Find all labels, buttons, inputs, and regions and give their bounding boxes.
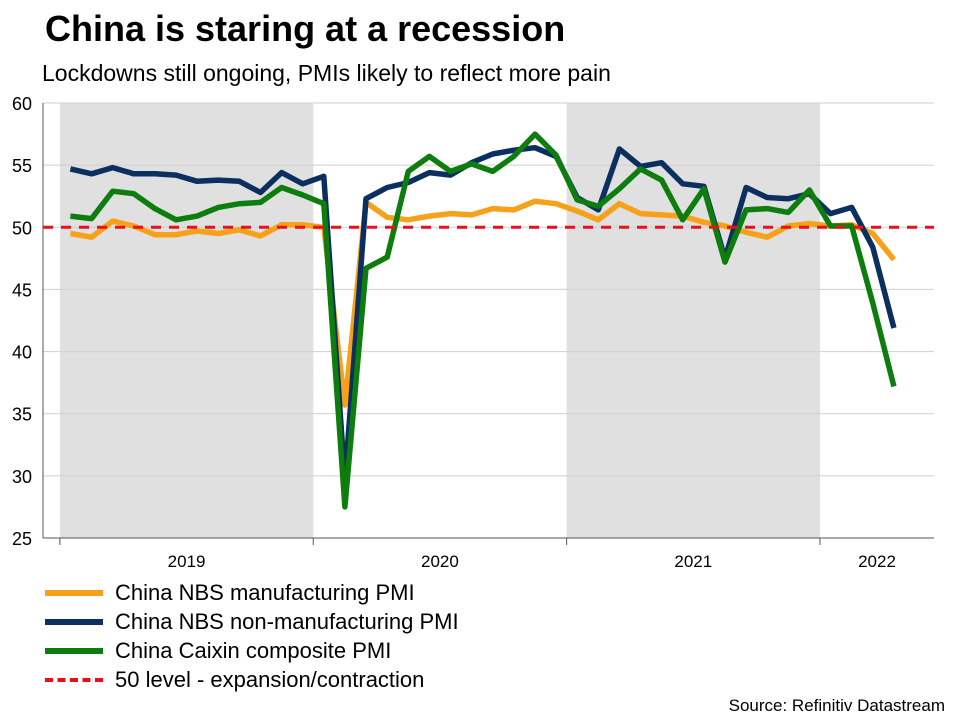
y-tick-label: 45	[12, 280, 32, 300]
y-tick-label: 35	[12, 405, 32, 425]
legend-label: 50 level - expansion/contraction	[115, 666, 425, 692]
x-tick-label-2022: 2022	[858, 552, 896, 571]
legend-label: China Caixin composite PMI	[115, 637, 392, 663]
x-tick-label-2021: 2021	[674, 552, 712, 571]
legend-item-nbs-manufacturing: China NBS manufacturing PMI	[45, 578, 459, 607]
series-line-0	[69, 198, 897, 408]
x-tick-label-2020: 2020	[421, 552, 459, 571]
y-tick-label: 30	[12, 467, 32, 487]
legend-swatch-orange	[45, 589, 103, 596]
y-tick-label: 25	[12, 529, 32, 549]
legend-swatch-red-dashed	[45, 677, 103, 682]
legend-label: China NBS manufacturing PMI	[115, 579, 415, 605]
y-tick-label: 55	[12, 156, 32, 176]
legend-item-50-level: 50 level - expansion/contraction	[45, 665, 459, 694]
source-note: Source: Refinitiv Datastream	[728, 696, 945, 715]
series-line-2	[70, 131, 897, 510]
y-tick-label: 60	[12, 94, 32, 114]
x-tick-label-2019: 2019	[168, 552, 206, 571]
legend-label: China NBS non-manufacturing PMI	[115, 608, 459, 634]
series-line-1	[69, 144, 897, 484]
legend: China NBS manufacturing PMI China NBS no…	[45, 578, 459, 694]
year-shade-2021	[566, 103, 820, 538]
legend-item-nbs-non-manufacturing: China NBS non-manufacturing PMI	[45, 607, 459, 636]
legend-swatch-green	[45, 647, 103, 654]
legend-swatch-navy	[45, 618, 103, 625]
chart-subtitle: Lockdowns still ongoing, PMIs likely to …	[42, 60, 611, 86]
year-shade-2019	[59, 103, 314, 538]
y-tick-label: 50	[12, 218, 32, 238]
legend-item-caixin-composite: China Caixin composite PMI	[45, 636, 459, 665]
y-tick-label: 40	[12, 343, 32, 363]
chart-title: China is staring at a recession	[45, 8, 566, 49]
